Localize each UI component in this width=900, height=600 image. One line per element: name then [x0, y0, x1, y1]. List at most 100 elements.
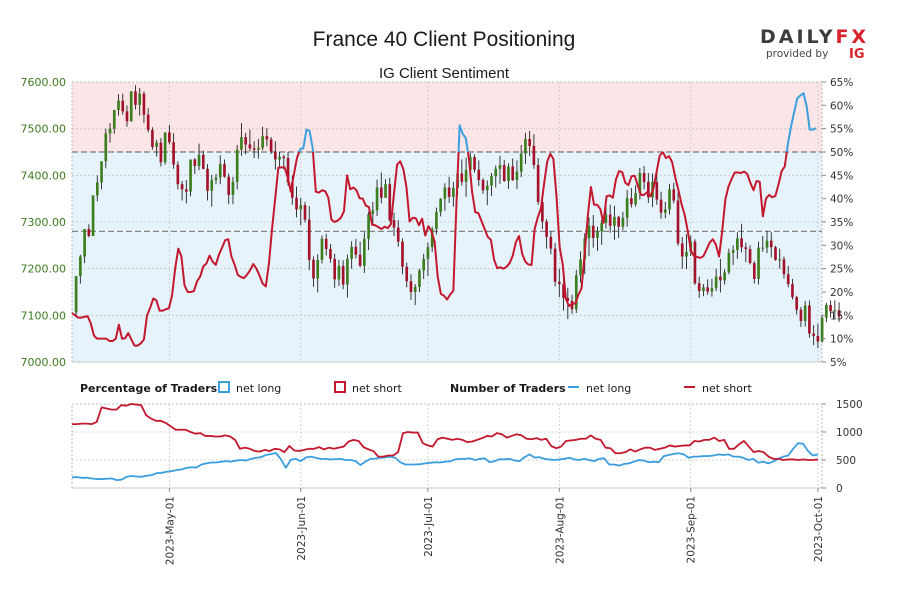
candle-body [125, 111, 129, 122]
candle-body [558, 281, 561, 285]
candle-body [761, 247, 765, 249]
candle-body [261, 136, 264, 148]
right-tick-label: 30% [830, 240, 853, 252]
candle-body [511, 166, 515, 180]
candle-body [803, 305, 807, 321]
candle-body [87, 229, 91, 236]
candle-body [418, 270, 421, 287]
candle-body [502, 165, 506, 181]
candle-body [337, 265, 341, 280]
price-sentiment-panel: 7000.00 7100.00 7200.00 7300.00 7400.00 7500.… [21, 76, 854, 369]
candle-body [100, 161, 103, 183]
candle-body [452, 187, 455, 197]
candle-body [435, 212, 438, 229]
candle-body [812, 333, 815, 336]
candle-body [439, 198, 442, 213]
candle-body [680, 243, 684, 257]
candle-body [210, 180, 214, 191]
candle-body [282, 156, 286, 159]
candle-body [189, 159, 192, 192]
candle-body [257, 147, 260, 150]
candle-body [731, 250, 735, 253]
x-tick-label: 2023-Sep-01 [686, 496, 698, 563]
candle-body [719, 276, 722, 281]
left-tick-label: 7000.00 [21, 356, 67, 369]
candle-body [532, 145, 536, 166]
candle-body [549, 236, 553, 249]
candle-body [218, 164, 222, 178]
net-long-zone [72, 152, 822, 362]
candle-body [252, 148, 256, 150]
candle-body [146, 114, 150, 131]
net-long-segment [457, 124, 469, 153]
candle-body [481, 180, 485, 191]
candle-body [341, 265, 345, 285]
candle-body [786, 274, 790, 285]
candle-body [791, 284, 794, 298]
candle-body [388, 184, 392, 221]
candle-body [286, 158, 290, 183]
candle-body [519, 153, 523, 172]
left-tick-label: 7600.00 [21, 76, 67, 89]
candle-body [774, 247, 777, 260]
candle-body [155, 142, 158, 147]
candle-body [600, 222, 604, 232]
candle-body [354, 246, 358, 255]
candle-body [303, 205, 307, 220]
chart-title: France 40 Client Positioning [313, 28, 576, 51]
x-tick-label: 2023-Jun-01 [296, 496, 308, 561]
candle-body [290, 182, 294, 198]
candle-body [515, 171, 519, 180]
dailyfx-logo: DAILYFX provided by IG [760, 26, 869, 62]
candle-body [91, 195, 95, 236]
candle-body [697, 283, 701, 292]
candle-body [765, 240, 769, 248]
candle-body [485, 185, 489, 191]
bottom-panel-frame [71, 403, 823, 489]
candle-body [104, 133, 108, 162]
candle-body [240, 137, 243, 150]
candle-body [833, 310, 837, 312]
candle-body [608, 214, 612, 226]
candle-body [430, 229, 434, 248]
legend-number-short-label: net short [702, 382, 753, 395]
candle-body [447, 187, 451, 197]
candle-body [274, 151, 277, 160]
net-short-segment [71, 151, 301, 347]
candle-body [371, 210, 375, 215]
candle-body [163, 132, 167, 163]
candle-body [422, 258, 426, 271]
legend-number-heading: Number of Traders [450, 382, 566, 395]
candle-body [752, 263, 756, 279]
candle-body [604, 214, 608, 223]
legend-number-long-label: net long [586, 382, 631, 395]
candle-body [392, 220, 396, 228]
candle-body [443, 187, 447, 199]
candle-body [596, 231, 599, 238]
svg-text:DAILYFX: DAILYFX [760, 26, 869, 48]
chart-subtitle: IG Client Sentiment [379, 65, 510, 82]
candle-body [528, 138, 531, 146]
left-tick-label: 7500.00 [21, 123, 67, 136]
candle-body [553, 248, 557, 282]
candle-body [778, 259, 782, 261]
candle-body [710, 288, 714, 292]
candle-body [83, 229, 86, 257]
candle-body [524, 138, 527, 154]
candle-body [121, 100, 125, 112]
candle-body [358, 254, 362, 266]
candle-body [740, 238, 743, 248]
candle-body [617, 216, 620, 227]
candle-body [185, 189, 188, 192]
candle-body [409, 281, 413, 292]
candle-body [193, 159, 197, 166]
candle-body [757, 247, 760, 279]
left-tick-label: 7300.00 [21, 216, 67, 229]
candle-body [176, 164, 180, 185]
candle-body [112, 110, 116, 129]
candle-body [168, 132, 171, 143]
legend-net-long-label: net long [236, 382, 281, 395]
candle-body [312, 259, 315, 279]
candle-body [566, 298, 570, 301]
candle-body [587, 225, 591, 239]
